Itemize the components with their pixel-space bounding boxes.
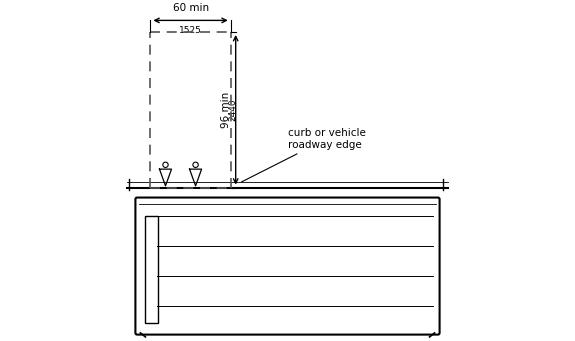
Text: curb or vehicle
roadway edge: curb or vehicle roadway edge: [242, 128, 365, 182]
Text: 1525: 1525: [179, 26, 202, 35]
Text: 96 min: 96 min: [221, 92, 231, 128]
Text: 60 min: 60 min: [172, 3, 209, 13]
Bar: [145, 216, 158, 323]
Text: 2440: 2440: [228, 99, 237, 121]
